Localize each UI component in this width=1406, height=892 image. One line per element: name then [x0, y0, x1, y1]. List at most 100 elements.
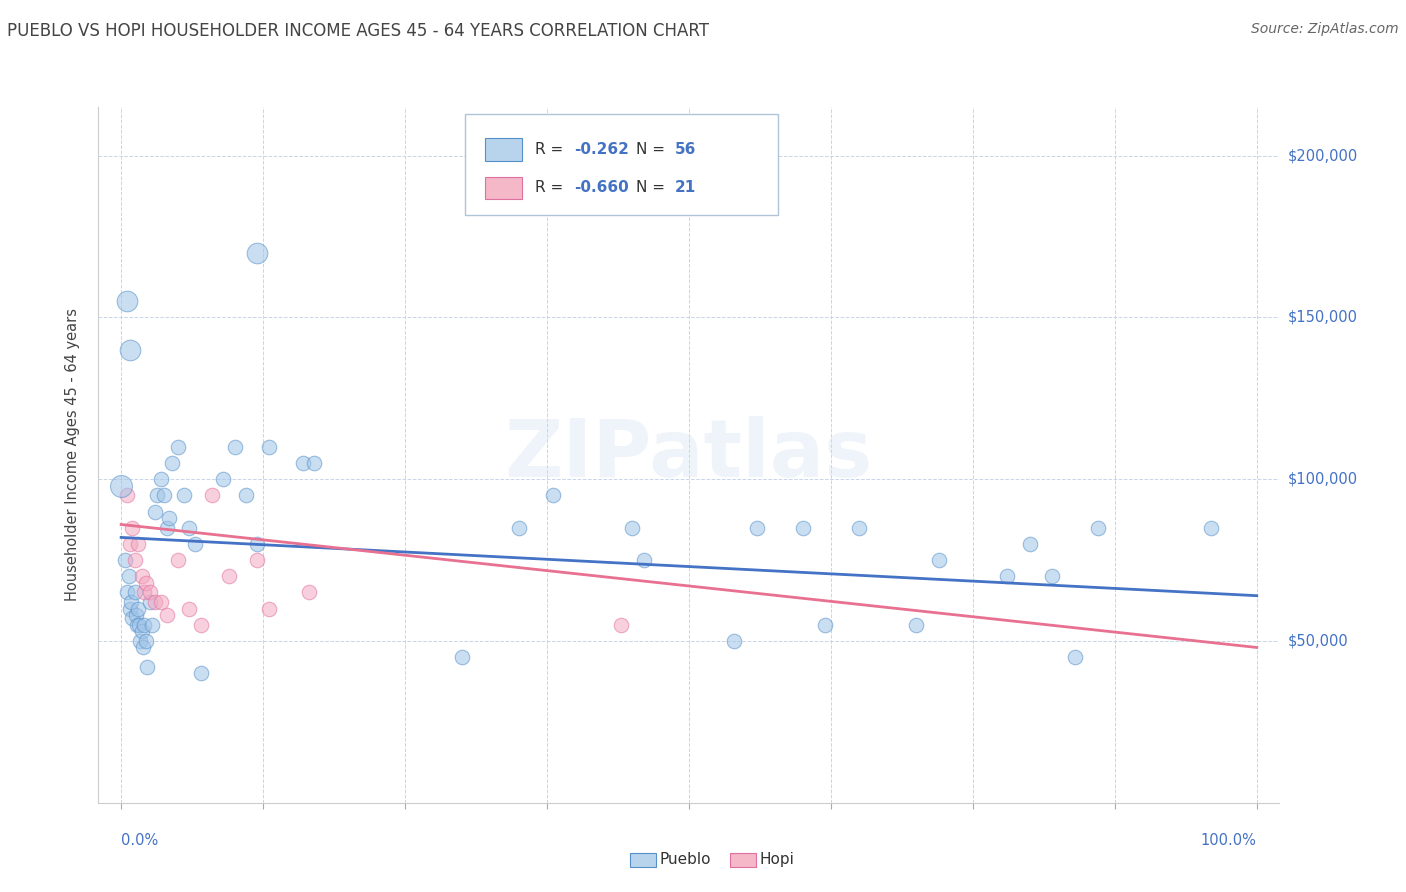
Point	[297, 585, 319, 599]
Text: PUEBLO VS HOPI HOUSEHOLDER INCOME AGES 45 - 64 YEARS CORRELATION CHART: PUEBLO VS HOPI HOUSEHOLDER INCOME AGES 4…	[7, 22, 709, 40]
Text: N =: N =	[636, 180, 669, 195]
Point	[131, 624, 153, 639]
Point	[157, 511, 180, 525]
Point	[173, 488, 195, 502]
Point	[120, 537, 142, 551]
Point	[1064, 650, 1087, 665]
FancyBboxPatch shape	[485, 177, 523, 199]
Point	[212, 472, 235, 486]
Text: $200,000: $200,000	[1288, 148, 1358, 163]
Point	[153, 488, 176, 502]
Point	[745, 521, 768, 535]
Point	[235, 488, 257, 502]
Point	[155, 521, 177, 535]
Point	[132, 585, 155, 599]
Point	[1087, 521, 1109, 535]
Point	[115, 488, 138, 502]
Point	[190, 666, 212, 681]
Point	[143, 504, 166, 518]
Point	[129, 634, 152, 648]
Point	[136, 660, 159, 674]
Point	[120, 343, 142, 357]
Text: 56: 56	[675, 142, 696, 157]
Point	[115, 585, 138, 599]
Point	[124, 553, 146, 567]
Point	[162, 456, 183, 470]
Point	[135, 634, 157, 648]
Point	[291, 456, 314, 470]
Point	[118, 569, 141, 583]
Point	[167, 440, 190, 454]
Text: R =: R =	[536, 142, 568, 157]
Text: -0.660: -0.660	[575, 180, 628, 195]
Point	[135, 575, 157, 590]
Point	[190, 617, 212, 632]
Point	[450, 650, 472, 665]
Point	[610, 617, 633, 632]
Point	[143, 595, 166, 609]
Point	[246, 245, 269, 260]
Point	[124, 585, 146, 599]
Point	[167, 553, 190, 567]
Point	[120, 595, 142, 609]
Point	[179, 601, 201, 615]
Point	[131, 569, 153, 583]
Point	[1201, 521, 1223, 535]
Text: R =: R =	[536, 180, 568, 195]
Text: 0.0%: 0.0%	[121, 833, 159, 848]
Point	[246, 553, 269, 567]
Point	[149, 472, 172, 486]
Point	[246, 537, 269, 551]
Point	[814, 617, 837, 632]
Point	[218, 569, 240, 583]
Text: N =: N =	[636, 142, 669, 157]
Point	[132, 640, 155, 655]
Point	[633, 553, 655, 567]
FancyBboxPatch shape	[630, 853, 655, 867]
Text: $150,000: $150,000	[1288, 310, 1358, 325]
Point	[132, 617, 155, 632]
Point	[127, 537, 149, 551]
Point	[508, 521, 530, 535]
Point	[121, 521, 143, 535]
FancyBboxPatch shape	[730, 853, 756, 867]
Point	[128, 617, 150, 632]
Point	[621, 521, 644, 535]
Point	[125, 608, 148, 623]
Text: ZIPatlas: ZIPatlas	[505, 416, 873, 494]
Point	[792, 521, 814, 535]
Point	[125, 617, 148, 632]
FancyBboxPatch shape	[464, 114, 778, 215]
Point	[115, 294, 138, 309]
Point	[146, 488, 169, 502]
Point	[541, 488, 564, 502]
Point	[201, 488, 224, 502]
Point	[1018, 537, 1040, 551]
Point	[110, 478, 132, 492]
Text: $50,000: $50,000	[1288, 633, 1348, 648]
FancyBboxPatch shape	[485, 138, 523, 161]
Text: 100.0%: 100.0%	[1201, 833, 1257, 848]
Text: 21: 21	[675, 180, 696, 195]
Point	[257, 440, 280, 454]
Point	[995, 569, 1018, 583]
Point	[179, 521, 201, 535]
Point	[138, 585, 160, 599]
Point	[1040, 569, 1063, 583]
Point	[121, 611, 143, 625]
Text: $100,000: $100,000	[1288, 472, 1358, 487]
Text: Pueblo: Pueblo	[659, 853, 711, 867]
Point	[184, 537, 207, 551]
Point	[302, 456, 325, 470]
Point	[127, 601, 149, 615]
Text: -0.262: -0.262	[575, 142, 630, 157]
Point	[114, 553, 136, 567]
Point	[120, 601, 142, 615]
Point	[141, 617, 163, 632]
Point	[928, 553, 950, 567]
Point	[257, 601, 280, 615]
Point	[138, 595, 160, 609]
Text: Hopi: Hopi	[759, 853, 794, 867]
Point	[224, 440, 246, 454]
Point	[905, 617, 928, 632]
